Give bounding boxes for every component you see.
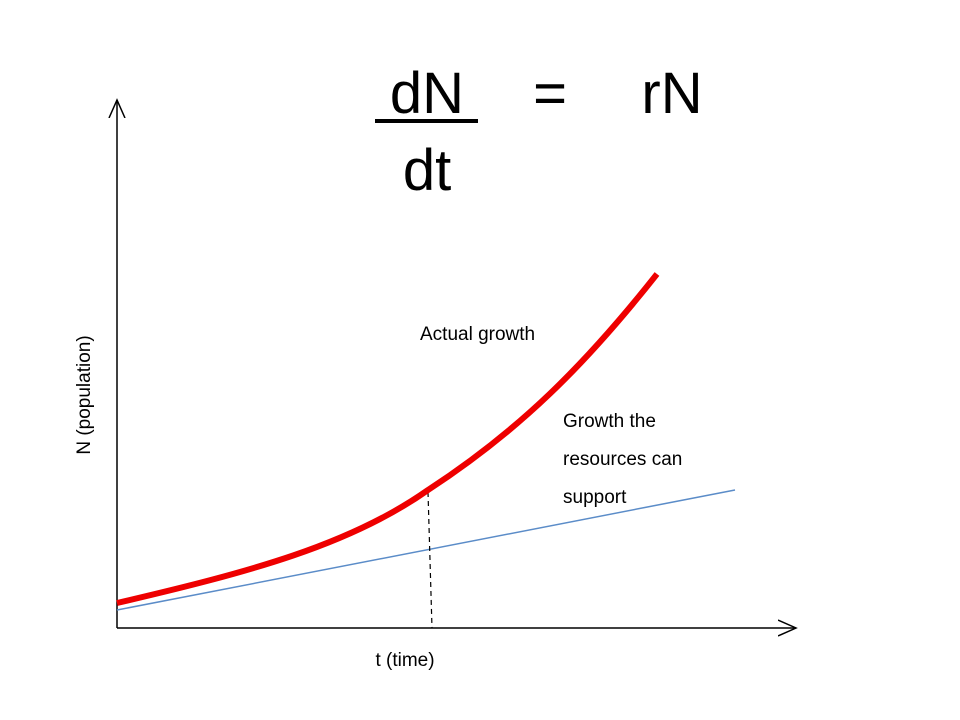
actual-growth-curve <box>116 272 660 606</box>
dashed-guide <box>427 491 433 629</box>
curve-label-line: resources can <box>563 449 682 470</box>
curve-label: Actual growth <box>420 324 535 345</box>
resource-line <box>116 489 736 611</box>
curve-label-line: support <box>563 487 627 508</box>
curve-label-line: Growth the <box>563 411 656 432</box>
equation-operator: = <box>533 61 567 126</box>
y-axis-label: N (population) <box>74 335 95 454</box>
equation-numerator: dN <box>390 61 464 126</box>
equation-denominator: dt <box>403 138 451 203</box>
equation-rhs: rN <box>641 61 702 126</box>
x-axis-label: t (time) <box>375 650 434 671</box>
